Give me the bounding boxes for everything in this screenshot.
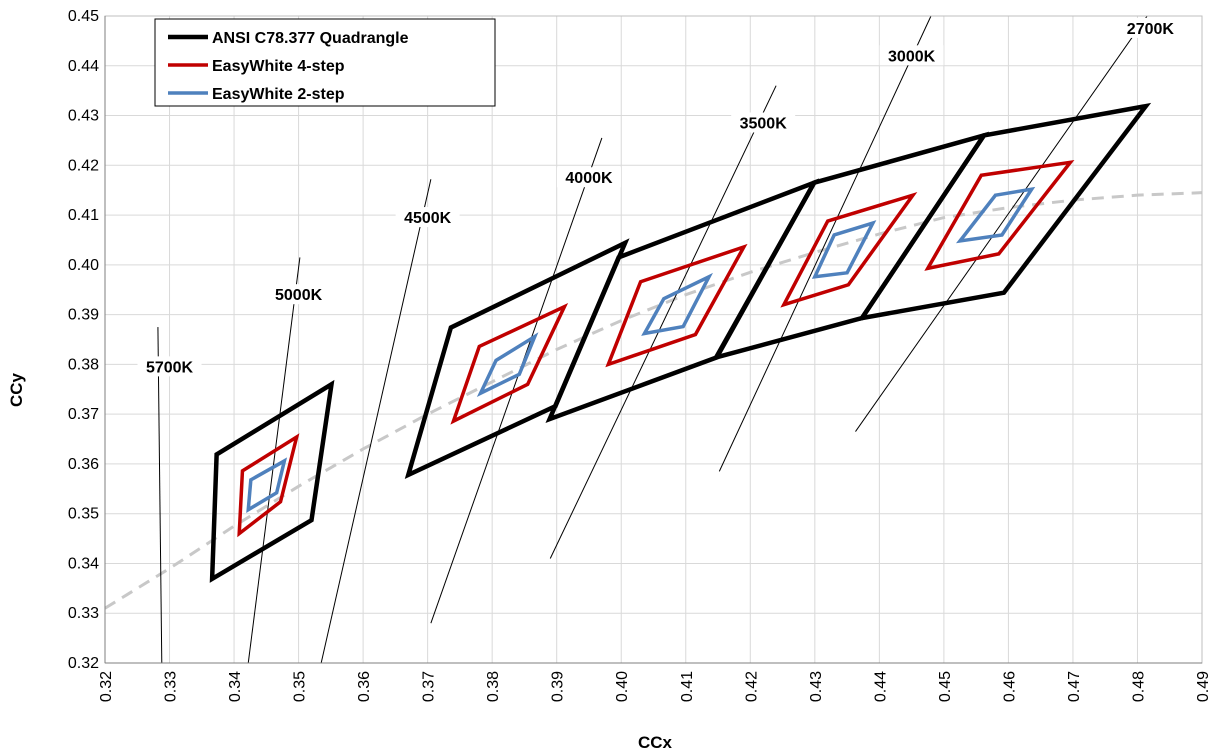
x-tick-label: 0.35: [292, 671, 309, 702]
isotherm-line: [157, 327, 163, 664]
quadrangle-2: [246, 457, 288, 513]
x-tick-label: 0.45: [937, 671, 954, 702]
quadrangle-series: [209, 102, 1152, 583]
x-tick-labels: 0.32 0.33 0.34 0.35 0.36 0.37 0.38 0.39 0.40 0.41…: [98, 671, 1212, 702]
isotherm-line: [247, 257, 301, 664]
x-tick-label: 0.38: [485, 671, 502, 702]
cct-label: 5000K: [275, 287, 323, 304]
quadrangle-1: [237, 433, 300, 538]
quadrangle-1: [780, 191, 918, 308]
y-tick-label: 0.35: [68, 506, 99, 523]
legend: ANSI C78.377 Quadrangle EasyWhite 4-step E…: [154, 18, 496, 107]
plot-area-frame: [104, 15, 1203, 664]
cct-label: 4500K: [404, 210, 452, 227]
y-tick-label: 0.33: [68, 605, 99, 622]
quadrangle-2: [476, 332, 539, 398]
x-tick-label: 0.40: [614, 671, 631, 702]
legend-box: [154, 18, 496, 107]
x-tick-label: 0.37: [421, 671, 438, 702]
quadrangle-0: [857, 102, 1152, 322]
cct-label: 3500K: [740, 115, 788, 132]
x-tick-label: 0.42: [743, 671, 760, 702]
cct-label-bg: [731, 112, 796, 133]
y-tick-label: 0.40: [68, 257, 99, 274]
quadrangle-1: [605, 243, 748, 368]
quadrangle-1: [924, 159, 1075, 271]
x-axis-title: CCx: [638, 733, 673, 752]
isotherm-line: [718, 15, 932, 472]
cct-label: 4000K: [565, 170, 613, 187]
quadrangle-2: [955, 186, 1036, 244]
x-tick-label: 0.39: [550, 671, 567, 702]
isotherm-lines: [157, 15, 1148, 664]
y-axis-title: CCy: [7, 372, 26, 407]
quadrangle-2: [811, 220, 877, 279]
x-tick-label: 0.47: [1066, 671, 1083, 702]
y-tick-label: 0.43: [68, 108, 99, 125]
y-tick-label: 0.36: [68, 456, 99, 473]
isotherm-line: [430, 137, 603, 624]
cct-label-bg: [137, 356, 202, 377]
x-tick-label: 0.49: [1195, 671, 1212, 702]
y-tick-label: 0.45: [68, 8, 99, 25]
y-tick-label: 0.44: [68, 58, 99, 75]
x-tick-label: 0.44: [872, 671, 889, 702]
y-tick-label: 0.34: [68, 555, 99, 572]
legend-label: EasyWhite 4-step: [212, 58, 345, 75]
legend-label: ANSI C78.377 Quadrangle: [212, 30, 409, 47]
y-tick-label: 0.39: [68, 307, 99, 324]
y-tick-label: 0.38: [68, 356, 99, 373]
cct-label-bg: [556, 167, 621, 188]
y-tick-label: 0.37: [68, 406, 99, 423]
legend-label: EasyWhite 2-step: [212, 86, 345, 103]
x-tick-label: 0.48: [1130, 671, 1147, 702]
x-tick-label: 0.41: [679, 671, 696, 702]
cct-label-bg: [266, 284, 331, 305]
isotherm-line: [549, 85, 777, 559]
quadrangle-0: [545, 178, 820, 424]
quadrangle-0: [209, 379, 335, 583]
isotherm-line: [855, 15, 1148, 432]
cct-label: 2700K: [1127, 21, 1175, 38]
isotherm-line: [320, 179, 432, 664]
cct-label-bg: [1118, 17, 1183, 38]
cct-label-bg: [395, 207, 460, 228]
x-tick-label: 0.36: [356, 671, 373, 702]
cct-label: 5700K: [146, 359, 194, 376]
quadrangle-1: [450, 303, 569, 425]
grid-lines: [104, 15, 1203, 664]
y-tick-label: 0.42: [68, 157, 99, 174]
cct-label-bg: [879, 45, 944, 66]
cct-labels: 5700K 5000K 4500K 4000K 3500K 3000K 2700K: [137, 17, 1183, 377]
quadrangle-2: [641, 272, 713, 336]
x-tick-label: 0.46: [1001, 671, 1018, 702]
x-tick-label: 0.33: [163, 671, 180, 702]
x-tick-label: 0.43: [808, 671, 825, 702]
y-tick-label: 0.32: [68, 655, 99, 672]
y-tick-label: 0.41: [68, 207, 99, 224]
x-tick-label: 0.34: [227, 671, 244, 702]
y-tick-labels: 0.32 0.33 0.34 0.35 0.36 0.37 0.38 0.39 0.40 0.41…: [68, 8, 99, 672]
plot-frame: [104, 15, 1203, 664]
quadrangle-0: [404, 238, 630, 480]
x-tick-label: 0.32: [98, 671, 115, 702]
cct-label: 3000K: [888, 48, 936, 65]
